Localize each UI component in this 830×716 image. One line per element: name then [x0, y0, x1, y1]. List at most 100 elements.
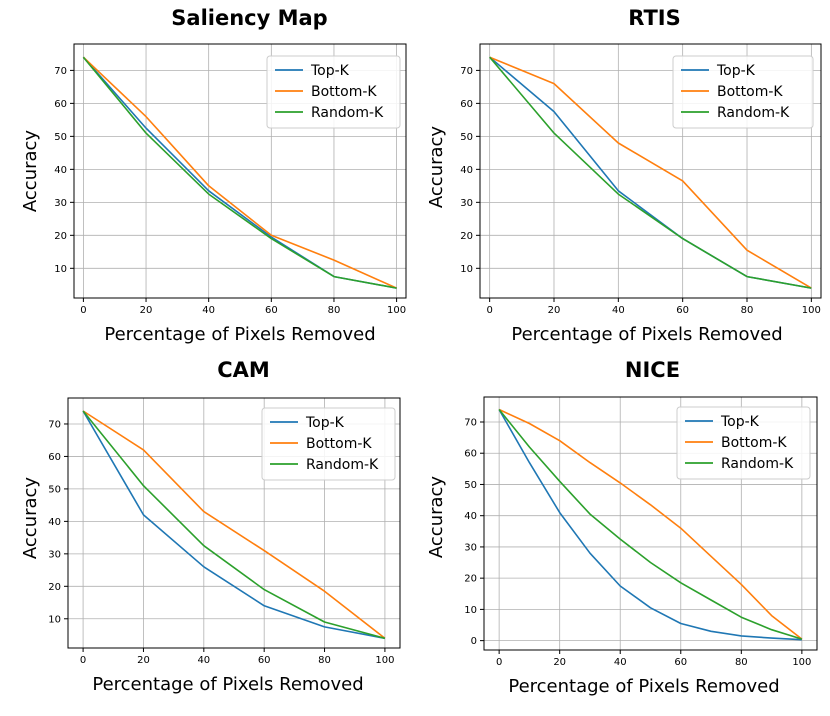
series-line-bottom-k [82, 410, 386, 639]
y-tick-label: 30 [54, 198, 67, 209]
x-tick-label: 0 [80, 305, 86, 316]
legend-label-random-k: Random-K [721, 456, 794, 472]
x-tick-label: 20 [553, 657, 566, 668]
series-line-top-k [498, 409, 802, 641]
legend-label-top-k: Top-K [716, 63, 756, 79]
x-tick-label: 80 [741, 305, 754, 316]
x-tick-label: 60 [676, 305, 689, 316]
x-tick-label: 60 [674, 657, 687, 668]
y-tick-label: 30 [464, 542, 477, 553]
x-tick-label: 0 [80, 655, 86, 666]
y-tick-label: 60 [48, 452, 61, 463]
y-tick-label: 20 [54, 231, 67, 242]
y-axis-label: Accuracy [20, 130, 41, 213]
x-axis-label: Percentage of Pixels Removed [508, 676, 779, 697]
x-tick-label: 80 [328, 305, 341, 316]
y-tick-label: 70 [48, 419, 61, 430]
y-tick-label: 50 [464, 480, 477, 491]
y-tick-label: 20 [48, 582, 61, 593]
series-line-bottom-k [82, 56, 397, 289]
plot-frame [479, 43, 822, 299]
x-axis-label: Percentage of Pixels Removed [92, 674, 363, 695]
legend-box [266, 55, 401, 129]
plot-frame [67, 397, 401, 649]
legend-label-top-k: Top-K [305, 415, 345, 431]
chart-panel-nice: NICE 0 20 40 60 80 100 0 10 20 30 40 50 60 70 Percenta… [415, 358, 830, 716]
legend-box [676, 406, 811, 480]
chart-title: CAM [217, 358, 270, 382]
y-tick-label: 70 [464, 417, 477, 428]
y-tick-label: 10 [48, 614, 61, 625]
legend-box [672, 55, 814, 129]
y-tick-label: 40 [460, 165, 473, 176]
x-tick-label: 20 [548, 305, 561, 316]
chart-title: RTIS [628, 6, 681, 30]
chart-svg: 0 20 40 60 80 100 0 10 20 30 40 50 60 70 Percentage of… [426, 396, 818, 697]
legend-label-bottom-k: Bottom-K [717, 84, 783, 100]
x-tick-label: 100 [792, 657, 811, 668]
y-tick-label: 30 [460, 198, 473, 209]
y-axis-label: Accuracy [426, 126, 447, 209]
chart-title: Saliency Map [171, 6, 328, 30]
series-line-random-k [82, 410, 386, 640]
legend-label-top-k: Top-K [310, 63, 350, 79]
x-tick-label: 0 [496, 657, 502, 668]
y-tick-label: 10 [54, 264, 67, 275]
y-tick-label: 20 [464, 574, 477, 585]
x-tick-label: 40 [614, 657, 627, 668]
series-line-random-k [82, 56, 397, 289]
chart-svg: 0 20 40 60 80 100 10 20 30 40 50 60 70 Percentage of … [20, 397, 401, 695]
y-tick-label: 10 [460, 264, 473, 275]
chart-svg: 0 20 40 60 80 100 10 20 30 40 50 60 70 Percentage of … [426, 43, 822, 345]
x-tick-label: 80 [735, 657, 748, 668]
x-axis-label: Percentage of Pixels Removed [511, 324, 782, 345]
chart-title: NICE [624, 358, 681, 382]
legend-label-random-k: Random-K [717, 105, 790, 121]
y-tick-label: 40 [464, 511, 477, 522]
x-tick-label: 60 [265, 305, 278, 316]
series-line-bottom-k [498, 408, 803, 640]
y-axis-label: Accuracy [20, 477, 41, 560]
x-tick-label: 20 [140, 305, 153, 316]
x-tick-label: 80 [318, 655, 331, 666]
x-tick-label: 0 [486, 305, 492, 316]
legend-label-bottom-k: Bottom-K [311, 84, 377, 100]
y-tick-label: 50 [460, 132, 473, 143]
legend-label-bottom-k: Bottom-K [721, 435, 787, 451]
x-tick-label: 40 [197, 655, 210, 666]
y-tick-label: 60 [460, 99, 473, 110]
y-tick-label: 0 [471, 636, 477, 647]
series-line-bottom-k [489, 56, 812, 289]
x-tick-label: 20 [137, 655, 150, 666]
legend-label-random-k: Random-K [306, 457, 379, 473]
chart-svg: 0 20 40 60 80 100 10 20 30 40 50 60 70 Percentage of … [20, 43, 407, 345]
y-tick-label: 30 [48, 549, 61, 560]
x-tick-label: 60 [258, 655, 271, 666]
chart-panel-rtis: RTIS 0 20 40 60 80 100 10 20 30 40 50 60 70 Percentag… [415, 0, 830, 358]
x-tick-label: 40 [612, 305, 625, 316]
y-tick-label: 40 [48, 517, 61, 528]
y-axis-label: Accuracy [426, 476, 447, 559]
legend-box [261, 407, 396, 481]
plot-frame [73, 43, 407, 299]
y-tick-label: 60 [464, 449, 477, 460]
x-tick-label: 100 [375, 655, 394, 666]
legend-label-bottom-k: Bottom-K [306, 436, 372, 452]
x-tick-label: 100 [387, 305, 406, 316]
series-line-random-k [498, 408, 803, 640]
y-tick-label: 50 [54, 132, 67, 143]
chart-panel-saliency-map: Saliency Map 0 20 40 60 80 100 10 20 30 40 50 60 70 P… [0, 0, 415, 358]
y-tick-label: 70 [460, 66, 473, 77]
x-axis-label: Percentage of Pixels Removed [104, 324, 375, 345]
y-tick-label: 60 [54, 99, 67, 110]
series-line-random-k [489, 56, 812, 289]
legend-label-top-k: Top-K [720, 414, 760, 430]
y-tick-label: 70 [54, 66, 67, 77]
y-tick-label: 50 [48, 484, 61, 495]
x-tick-label: 100 [802, 305, 821, 316]
plot-frame [483, 396, 818, 651]
y-tick-label: 20 [460, 231, 473, 242]
legend-label-random-k: Random-K [311, 105, 384, 121]
chart-panel-cam: CAM 0 20 40 60 80 100 10 20 30 40 50 60 70 Percentage… [0, 358, 415, 716]
x-tick-label: 40 [202, 305, 215, 316]
